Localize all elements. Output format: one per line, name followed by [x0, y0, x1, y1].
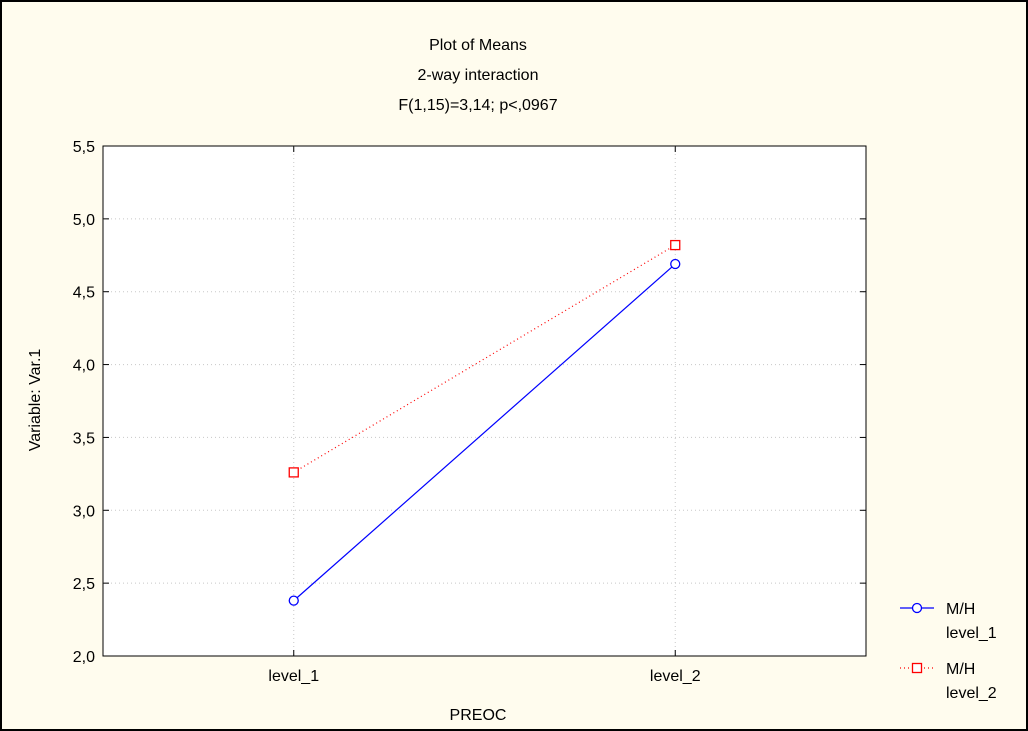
- y-axis-label: Variable: Var.1: [27, 349, 44, 452]
- chart-title: Plot of Means: [429, 37, 527, 54]
- legend-title: M/H: [946, 661, 975, 678]
- x-tick-label: level_2: [650, 668, 701, 685]
- data-point-level_2: [288, 467, 299, 478]
- grid-lines: [103, 146, 866, 656]
- y-tick-label: 3,5: [73, 430, 95, 447]
- data-point-level_2: [670, 239, 681, 251]
- y-tick-label: 2,5: [73, 576, 95, 593]
- legend-marker-level_2: [911, 662, 923, 674]
- plot-area: [102, 145, 867, 657]
- series-layer: [288, 239, 681, 606]
- x-axis-label: PREOC: [450, 707, 507, 724]
- legend-label-level_1: level_1: [946, 625, 997, 642]
- y-tick-label: 4,0: [73, 358, 95, 375]
- legend-title: M/H: [946, 601, 975, 618]
- data-point-level_1: [670, 258, 681, 270]
- data-point-level_1: [288, 595, 299, 606]
- legend-label-level_2: level_2: [946, 685, 997, 702]
- y-tick-label: 4,5: [73, 285, 95, 302]
- series-line-level_1: [293, 263, 676, 602]
- chart-subtitle-1: 2-way interaction: [418, 67, 539, 84]
- y-tick-label: 5,0: [73, 212, 95, 229]
- axes: 2,0 2,5 3,0 3,5 4,0 4,5 5,0 5,5 level_1 level_2: [73, 139, 866, 685]
- y-tick-label: 2,0: [73, 649, 95, 666]
- y-tick-label: 5,5: [73, 139, 95, 156]
- legend: M/H level_1 M/H level_2: [900, 601, 997, 702]
- x-tick-label: level_1: [268, 668, 319, 685]
- chart-subtitle-2: F(1,15)=3,14; p<,0967: [398, 97, 557, 114]
- y-tick-label: 3,0: [73, 503, 95, 520]
- legend-marker-level_1: [911, 602, 923, 614]
